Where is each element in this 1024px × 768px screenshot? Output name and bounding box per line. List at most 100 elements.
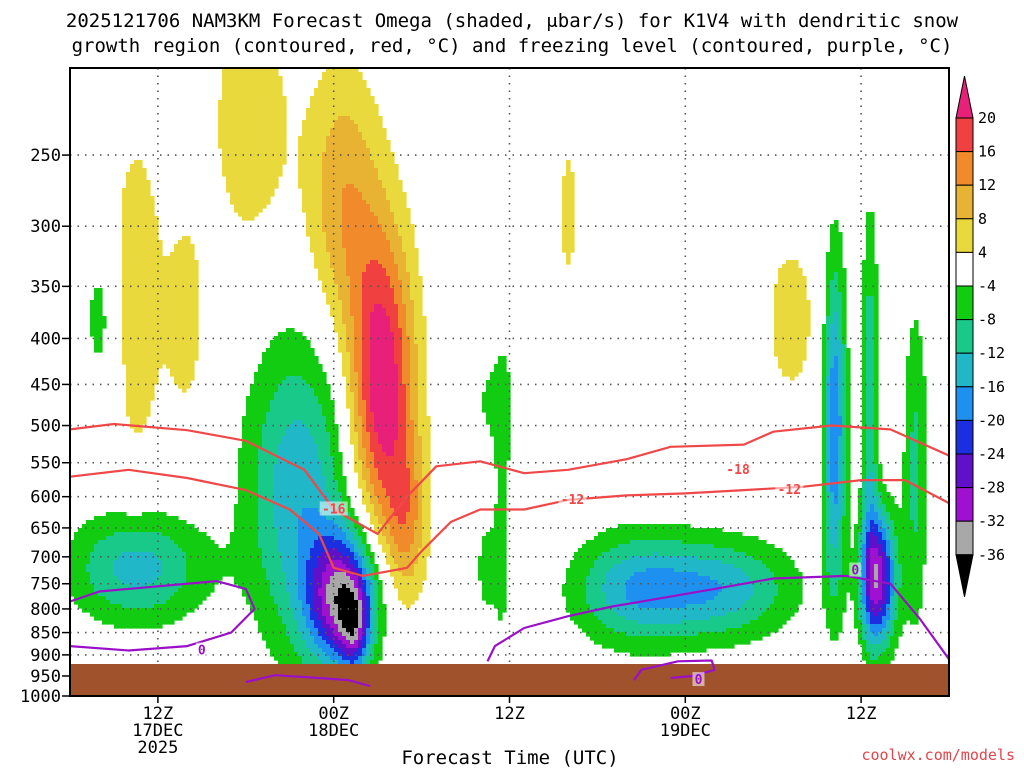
y-tick-label-950: 950 (30, 667, 61, 687)
omega-cell (342, 208, 371, 213)
omega-cell (838, 484, 843, 489)
omega-cell (834, 276, 839, 281)
omega-cell (826, 348, 831, 353)
omega-cell (842, 384, 847, 389)
omega-cell (842, 352, 847, 357)
omega-cell (498, 612, 503, 617)
colorbar-label-12: 12 (978, 176, 996, 194)
omega-cell (382, 304, 399, 309)
omega-cell (262, 356, 319, 361)
omega-cell (258, 472, 275, 477)
omega-cell (350, 308, 363, 313)
omega-cell (302, 660, 323, 665)
omega-cell (314, 440, 331, 445)
omega-cell (586, 600, 607, 605)
omega-cell (370, 648, 375, 653)
omega-cell (874, 584, 879, 589)
omega-cell (914, 320, 919, 325)
omega-cell (394, 508, 411, 513)
omega-cell (354, 320, 363, 325)
omega-cell (822, 528, 827, 533)
omega-cell (374, 528, 383, 533)
omega-cell (270, 648, 295, 653)
omega-cell (314, 576, 323, 581)
omega-cell (90, 576, 119, 581)
omega-cell (874, 424, 879, 429)
omega-cell (382, 180, 403, 185)
omega-cell (354, 412, 359, 417)
omega-cell (874, 360, 879, 365)
omega-cell (830, 428, 843, 433)
omega-cell (826, 620, 843, 625)
omega-cell (282, 556, 299, 561)
omega-cell (826, 560, 843, 565)
omega-cell (306, 588, 315, 593)
omega-cell (346, 344, 355, 349)
omega-cell (394, 512, 407, 517)
omega-cell (830, 372, 839, 377)
omega-cell (874, 304, 879, 309)
omega-cell (654, 552, 659, 557)
omega-cell (614, 564, 735, 569)
omega-cell (370, 156, 395, 161)
omega-cell (826, 440, 831, 445)
omega-cell (890, 600, 895, 605)
omega-cell (262, 632, 287, 637)
omega-cell (366, 556, 371, 561)
omega-cell (338, 480, 347, 485)
omega-cell (314, 652, 327, 657)
omega-cell (410, 280, 423, 285)
omega-cell (330, 452, 343, 457)
omega-cell (122, 300, 199, 305)
omega-cell (262, 556, 283, 561)
omega-cell (566, 568, 591, 573)
omega-cell (918, 508, 927, 513)
credit-link[interactable]: coolwx.com/models (861, 746, 1015, 764)
omega-cell (882, 628, 891, 633)
colorbar-swatch--28_-24 (955, 453, 974, 489)
omega-cell (278, 544, 299, 549)
omega-cell (826, 456, 831, 461)
omega-cell (822, 468, 827, 473)
omega-cell (154, 552, 187, 557)
omega-cell (866, 464, 879, 469)
omega-cell (322, 584, 327, 589)
omega-cell (774, 308, 811, 313)
omega-cell (866, 548, 871, 553)
omega-cell (362, 624, 367, 629)
omega-cell (842, 508, 847, 513)
omega-cell (910, 456, 919, 461)
omega-cell (362, 536, 367, 541)
omega-cell (238, 484, 259, 489)
omega-cell (122, 352, 199, 357)
omega-cell (418, 488, 423, 493)
omega-cell (342, 312, 351, 317)
omega-cell (418, 504, 423, 509)
omega-cell (886, 620, 891, 625)
omega-cell (218, 108, 287, 113)
omega-cell (838, 592, 847, 597)
omega-cell (830, 500, 835, 505)
omega-cell (222, 168, 283, 173)
omega-cell (486, 412, 511, 417)
omega-cell (826, 448, 831, 453)
omega-cell (370, 448, 383, 453)
omega-cell (826, 312, 831, 317)
omega-cell (314, 620, 323, 625)
omega-cell (342, 624, 359, 629)
omega-cell (354, 352, 363, 357)
omega-cell (366, 404, 371, 409)
omega-cell (410, 504, 419, 509)
omega-cell (594, 536, 759, 541)
omega-cell (322, 76, 363, 81)
omega-cell (562, 184, 575, 189)
omega-cell (390, 572, 403, 577)
omega-cell (826, 520, 831, 525)
omega-cell (862, 312, 867, 317)
omega-cell (830, 452, 839, 457)
omega-cell (866, 632, 875, 637)
omega-cell (274, 488, 327, 493)
omega-cell (374, 588, 379, 593)
omega-cell (398, 412, 407, 417)
omega-cell (234, 208, 263, 213)
